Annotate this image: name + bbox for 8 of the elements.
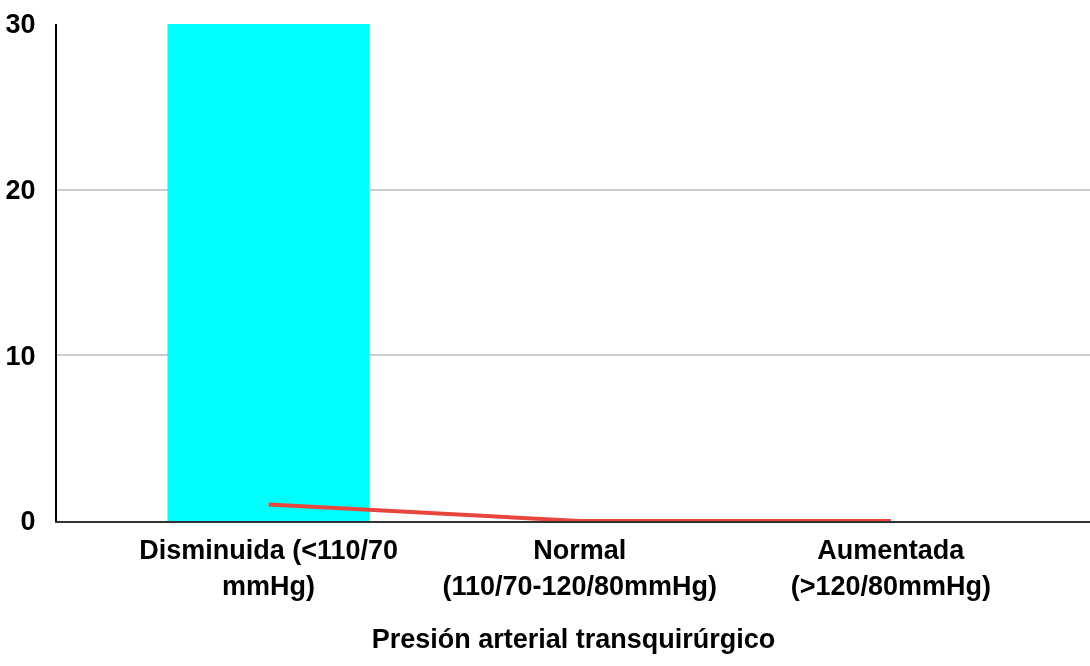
x-tick-label: Aumentada (>120/80mmHg) [790, 535, 992, 601]
y-tick-label: 20 [5, 175, 36, 206]
x-tick-label: Normal (110/70-120/80mmHg) [442, 535, 718, 601]
y-tick-label: 0 [20, 506, 36, 537]
x-axis-title: Presión arterial transquirúrgico [371, 624, 776, 655]
x-tick-label: Disminuida (<110/70 mmHg) [139, 535, 399, 601]
y-tick-label: 10 [5, 340, 36, 371]
y-tick-label: 30 [5, 9, 36, 40]
